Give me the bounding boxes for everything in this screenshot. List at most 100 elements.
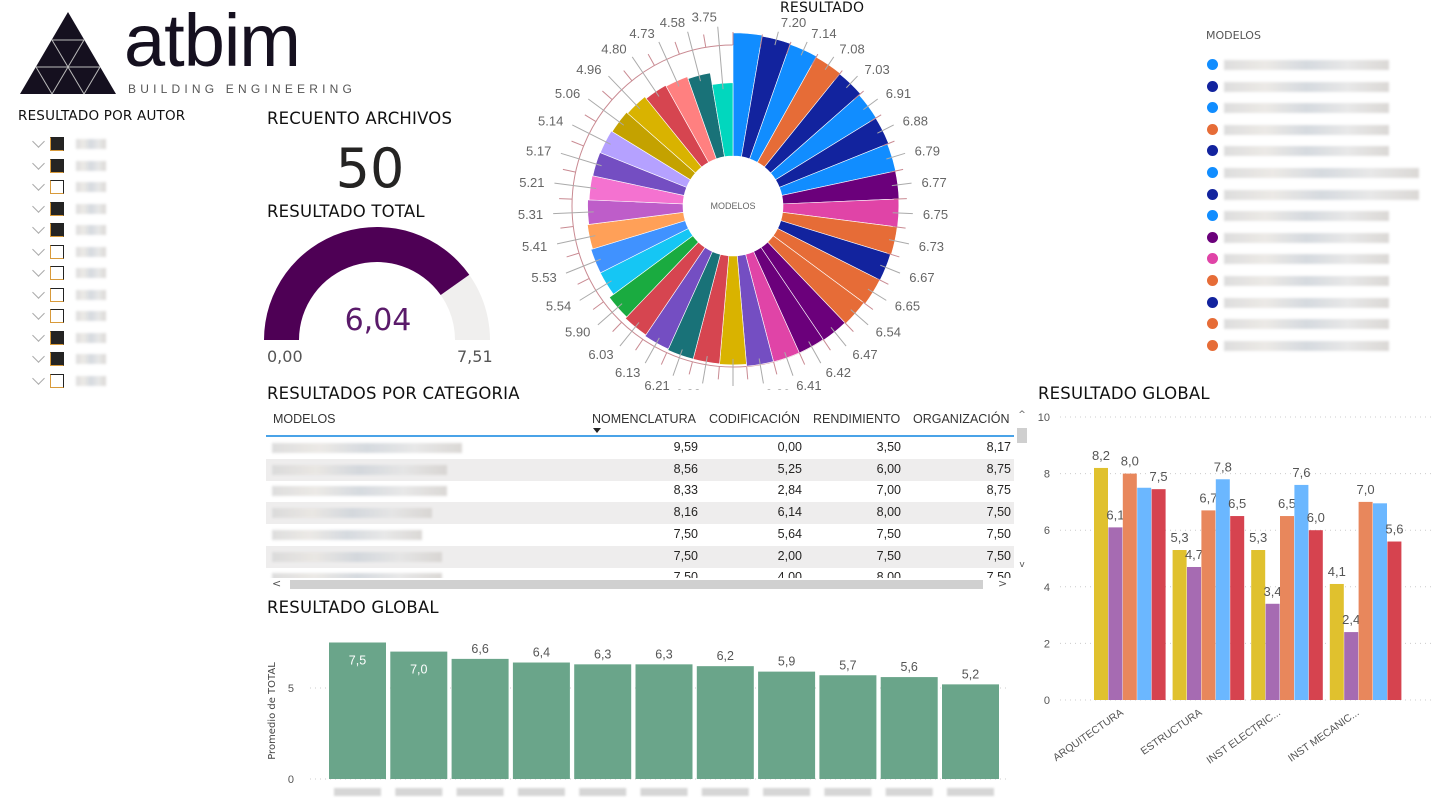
slicer-item[interactable]: [30, 371, 120, 392]
ring-tick: [674, 41, 680, 55]
ring-tick: [660, 352, 668, 365]
bar-value-label: 4,1: [1328, 564, 1346, 579]
col-header-modelos[interactable]: MODELOS: [273, 412, 336, 426]
checkbox[interactable]: [50, 287, 64, 302]
slicer-item[interactable]: [30, 285, 120, 306]
chevron-down-icon[interactable]: [32, 221, 45, 234]
table-row[interactable]: [266, 458, 1014, 481]
legend-dot-icon: [1207, 253, 1218, 265]
chevron-down-icon[interactable]: [32, 285, 45, 299]
legend-item[interactable]: [1206, 338, 1426, 354]
col-header-rendimiento[interactable]: RENDIMIENTO: [813, 412, 901, 426]
scroll-down-icon[interactable]: v: [1019, 560, 1025, 570]
legend-item[interactable]: [1206, 251, 1426, 267]
model-name-redacted: [1224, 60, 1389, 70]
scroll-up-icon[interactable]: ^: [1018, 410, 1026, 420]
slicer-item[interactable]: [30, 178, 120, 198]
bar-value-label: 3,4: [1264, 584, 1282, 599]
gauge-fill: [264, 226, 470, 340]
ring-tick: [811, 53, 819, 66]
legend-dot-icon: [1207, 123, 1218, 135]
table-cell: 2,84: [777, 483, 802, 498]
center-hole: [683, 156, 783, 256]
chevron-down-icon[interactable]: [32, 242, 45, 256]
table-row[interactable]: [266, 545, 1014, 568]
bar-value-label: 7,6: [1292, 465, 1310, 480]
x-label-redacted: [947, 788, 994, 796]
scroll-right-icon[interactable]: >: [998, 577, 1008, 590]
slicer-item[interactable]: [30, 350, 120, 370]
chevron-down-icon[interactable]: [32, 199, 45, 213]
slice-value-label: 6.47: [852, 347, 877, 362]
h-scroll-thumb[interactable]: [290, 580, 983, 589]
checkbox[interactable]: [50, 158, 64, 173]
checkbox[interactable]: [50, 180, 64, 194]
chevron-down-icon[interactable]: [32, 178, 45, 191]
chevron-down-icon[interactable]: [32, 350, 45, 363]
col-header-nomenclatura[interactable]: NOMENCLATURA: [592, 412, 696, 426]
slicer-item[interactable]: [30, 221, 120, 241]
model-name-redacted: [1224, 211, 1389, 222]
radial-result-chart[interactable]: 7.20 7.147.087.03 6.91 6.88 6.79 6.77 6.75 6.73…: [500, 0, 1020, 390]
checkbox[interactable]: [50, 330, 64, 345]
slicer-item[interactable]: [30, 328, 120, 349]
y-tick-label: 4: [1044, 582, 1050, 594]
checkbox[interactable]: [50, 373, 64, 388]
checkbox[interactable]: [50, 137, 64, 151]
legend-item[interactable]: [1206, 187, 1426, 203]
chevron-down-icon[interactable]: [32, 371, 45, 385]
chevron-down-icon[interactable]: [32, 328, 45, 342]
leader-line: [702, 356, 708, 384]
slice-value-label: 4.58: [660, 15, 685, 30]
chevron-down-icon[interactable]: [32, 307, 45, 320]
bottom-y-axis-label: Promedio de TOTAL: [267, 662, 278, 760]
scroll-left-icon[interactable]: <: [272, 577, 282, 590]
checkbox[interactable]: [50, 266, 64, 280]
slice-value-label: 6.26: [720, 389, 745, 390]
legend-item[interactable]: [1206, 273, 1426, 289]
checkbox[interactable]: [50, 309, 64, 323]
ring-tick: [886, 252, 900, 258]
horizontal-scrollbar[interactable]: < >: [266, 577, 1014, 590]
bottom-bar-chart[interactable]: 0 5 7,5 7,0 6,6 6,4 6,3 6,3 6,2 5,9 5,7 5,6 5,2: [280, 630, 1020, 810]
vertical-scrollbar[interactable]: ^ v: [1017, 410, 1027, 578]
slicer-item[interactable]: [30, 135, 120, 155]
chevron-down-icon[interactable]: [32, 264, 45, 277]
category-bar-chart[interactable]: 0 2 4 6 8 10 8,2 6,1 8,0 7,5 ARQUITECTURA 5,3 4,7 6,7…: [1030, 400, 1440, 800]
legend-item[interactable]: [1206, 100, 1426, 116]
slicer-item[interactable]: [30, 242, 120, 263]
slice-value-label: 5.54: [546, 299, 571, 314]
slicer-item[interactable]: [30, 156, 120, 177]
chevron-down-icon[interactable]: [32, 135, 45, 148]
atbim-logo: atbim BUILDING ENGINEERING: [18, 4, 358, 100]
table-row[interactable]: [266, 502, 1014, 525]
scroll-thumb[interactable]: [1017, 428, 1027, 443]
legend-item[interactable]: [1206, 122, 1426, 138]
slicer-item[interactable]: [30, 199, 120, 220]
checkbox[interactable]: [50, 244, 64, 259]
chevron-down-icon[interactable]: [32, 156, 45, 170]
slice-value-label: 6.79: [915, 143, 940, 158]
ring-tick: [773, 361, 778, 375]
bar: [329, 642, 386, 779]
legend-item[interactable]: [1206, 143, 1426, 159]
leader-line: [658, 41, 680, 87]
legend-item[interactable]: [1206, 79, 1426, 95]
col-header-codificacion[interactable]: CODIFICACIÓN: [709, 412, 800, 426]
legend-item[interactable]: [1206, 208, 1426, 224]
legend-item[interactable]: [1206, 230, 1426, 246]
result-gauge[interactable]: [262, 220, 502, 345]
legend-item[interactable]: [1206, 57, 1426, 73]
bar: [1172, 550, 1187, 700]
legend-item[interactable]: [1206, 316, 1426, 332]
checkbox[interactable]: [50, 352, 64, 366]
legend-dot-icon: [1207, 145, 1218, 157]
legend-item[interactable]: [1206, 165, 1426, 181]
checkbox[interactable]: [50, 201, 64, 216]
slicer-item[interactable]: [30, 264, 120, 284]
leader-line: [717, 26, 724, 90]
col-header-organizacion[interactable]: ORGANIZACIÓN: [913, 412, 1010, 426]
legend-item[interactable]: [1206, 295, 1426, 311]
checkbox[interactable]: [50, 223, 64, 237]
slicer-item[interactable]: [30, 307, 120, 327]
